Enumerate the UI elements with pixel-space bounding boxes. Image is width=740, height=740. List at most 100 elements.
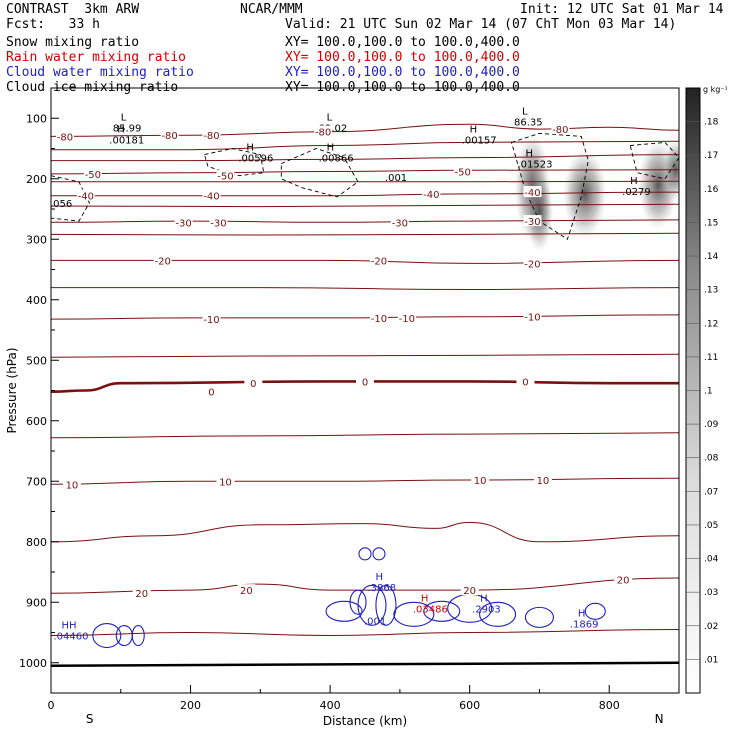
- contour-label: -10: [371, 314, 387, 325]
- surface-line: [51, 661, 679, 668]
- extremum-value: 82.02: [319, 123, 348, 134]
- extremum-value: .00596: [238, 154, 273, 165]
- contour-label-bg: [523, 310, 542, 322]
- contour-label: -30: [210, 218, 226, 229]
- contour-label-bg: [153, 254, 172, 266]
- x-end-label-right: N: [655, 712, 664, 726]
- extremum-value: .03486: [413, 604, 448, 615]
- isotherm--25: [51, 232, 679, 236]
- colorbar-tick-label: .03: [704, 588, 718, 598]
- cloud-water-contour: [393, 601, 435, 627]
- colorbar-tick-label: .13: [704, 286, 718, 296]
- extremum-marker: H: [421, 593, 429, 604]
- y-tick-label: 500: [26, 354, 47, 367]
- contour-label-bg: [551, 123, 570, 135]
- y-tick-label: 300: [26, 233, 47, 246]
- snow-shade-blob: [562, 148, 607, 239]
- contour-label: -10: [524, 313, 540, 324]
- contour-label-bg: [216, 475, 235, 487]
- extremum-marker: H: [246, 143, 254, 154]
- contour-label-bg: [76, 189, 95, 201]
- extremum-marker: H: [117, 124, 125, 135]
- cloud-ice-outline: [510, 132, 589, 240]
- colorbar-tick-label: .08: [704, 454, 719, 464]
- contour-label-bg: [533, 474, 552, 486]
- contour-label: -10: [399, 314, 415, 325]
- colorbar-tick-label: .11: [704, 353, 718, 363]
- contour-label-bg: [356, 375, 374, 387]
- init-time: Init: 12 UTC Sat 01 Mar 14: [520, 2, 724, 17]
- colorbar-tick-label: .01: [704, 655, 718, 665]
- extremum-value: .00157: [462, 135, 497, 146]
- contour-label: 20: [240, 586, 253, 597]
- contour-label-bg: [237, 584, 256, 596]
- field-name-cloud-water: Cloud water mixing ratio: [6, 65, 194, 80]
- field-name-snow: Snow mixing ratio: [6, 35, 140, 50]
- forecast-hour: Fcst: 33 h: [6, 17, 100, 32]
- isotherm--30: [51, 219, 679, 223]
- contour-label-bg: [422, 187, 441, 199]
- contour-label: -80: [203, 131, 219, 142]
- colorbar-tick-label: .07: [704, 487, 718, 497]
- extremum-value: .001: [364, 616, 386, 627]
- isotherm--20: [51, 259, 679, 264]
- extremum-value: 86.35: [514, 117, 543, 128]
- cloud-water-contour: [375, 584, 397, 626]
- contour-label: 10: [219, 477, 232, 488]
- contour-label-bg: [244, 377, 263, 389]
- contour-labels: L85.99H.00181L82.02L86.35H.00157H.00596H…: [50, 106, 651, 642]
- cloud-water-contour: [479, 601, 517, 627]
- isotherm-20: [51, 577, 679, 594]
- contour-label: -50: [217, 172, 233, 183]
- contour-label-bg: [614, 573, 633, 585]
- y-tick-label: 700: [26, 475, 47, 488]
- contour-label-bg: [202, 385, 221, 397]
- contour-label: 0: [362, 377, 368, 388]
- contour-label-bg: [523, 257, 542, 269]
- contour-label-bg: [202, 313, 221, 325]
- isotherm-0: [51, 380, 679, 393]
- extremum-marker: H: [525, 149, 533, 160]
- contour-label: -80: [315, 128, 331, 139]
- contour-label-bg: [516, 375, 535, 387]
- contour-label-bg: [55, 130, 74, 142]
- contour-label: -50: [85, 170, 101, 181]
- isotherm-25: [51, 629, 679, 637]
- contour-label: 10: [474, 476, 487, 487]
- extremum-value: .00866: [319, 154, 354, 165]
- isotherm-5: [51, 432, 679, 439]
- cloud-ice-contours: [51, 132, 679, 240]
- colorbar-tick-label: .15: [704, 218, 718, 228]
- cloud-water-contour: [131, 624, 145, 647]
- contour-label-bg: [202, 189, 221, 201]
- isotherm-10: [51, 477, 679, 485]
- y-tick-label: 200: [26, 173, 47, 186]
- contour-label: -40: [524, 188, 540, 199]
- isotherm--50: [51, 169, 679, 175]
- contour-label: -20: [524, 259, 540, 270]
- field-xy-cloud-water: XY= 100.0,100.0 to 100.0,400.0: [285, 65, 520, 80]
- isotherm--45: [51, 180, 679, 183]
- cloud-water-contour: [358, 547, 372, 561]
- cloud-ice-outline: [51, 175, 90, 222]
- contour-label-bg: [314, 125, 333, 137]
- cloud-water-contour: [349, 589, 367, 615]
- contour-label: 20: [463, 586, 476, 597]
- contour-label-bg: [460, 584, 479, 596]
- cloud-ice-outline: [629, 141, 679, 180]
- cloud-water-contour: [115, 624, 133, 647]
- contour-label-bg: [202, 129, 221, 141]
- contour-label-bg: [369, 311, 388, 323]
- extremum-marker: L: [522, 106, 528, 117]
- model-title: CONTRAST 3km ARW: [6, 2, 140, 17]
- contour-label-bg: [471, 474, 490, 486]
- extremum-marker: L: [121, 112, 127, 123]
- colorbar-tick-label: .16: [704, 185, 719, 195]
- contour-label: -80: [57, 132, 73, 143]
- contour-label-bg: [83, 167, 102, 179]
- cloud-water-contour: [423, 600, 461, 622]
- colorbar-tick-label: .18: [704, 118, 719, 128]
- extremum-value: .3868: [367, 583, 396, 594]
- y-tick-label: 100: [26, 112, 47, 125]
